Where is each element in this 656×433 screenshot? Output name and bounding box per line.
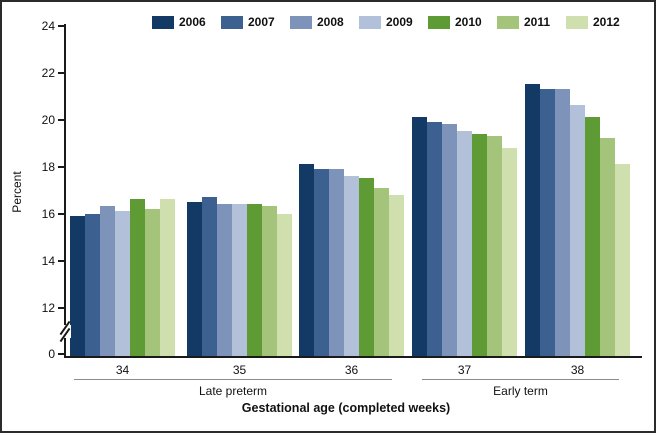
legend-swatch-icon bbox=[497, 16, 519, 29]
y-tick-label-0: 0 bbox=[48, 347, 55, 361]
bar-2006-week37 bbox=[412, 117, 427, 357]
legend-swatch-icon bbox=[428, 16, 450, 29]
y-tick-label-24: 24 bbox=[41, 18, 55, 33]
y-tick-label-16: 16 bbox=[41, 206, 55, 221]
legend-label: 2010 bbox=[455, 15, 482, 29]
legend-swatch-icon bbox=[566, 16, 588, 29]
bar-2011-week36 bbox=[374, 187, 389, 357]
y-tick-label-18: 18 bbox=[41, 159, 55, 174]
bar-2008-week36 bbox=[329, 168, 344, 357]
legend-item-2009: 2009 bbox=[359, 16, 419, 29]
y-tick-20 bbox=[58, 118, 65, 121]
bar-2012-week37 bbox=[502, 147, 517, 357]
legend-item-2012: 2012 bbox=[566, 16, 626, 29]
x-tick-label-35: 35 bbox=[232, 363, 247, 377]
x-axis-title: Gestational age (completed weeks) bbox=[241, 401, 451, 415]
bar-2012-week38 bbox=[615, 164, 630, 357]
legend-swatch-icon bbox=[152, 16, 174, 29]
bar-2006-week34 bbox=[70, 215, 85, 357]
y-tick-label-14: 14 bbox=[41, 253, 55, 268]
y-tick-18 bbox=[58, 165, 65, 168]
legend-label: 2011 bbox=[524, 15, 551, 29]
bar-2007-week36 bbox=[314, 168, 329, 357]
legend-label: 2007 bbox=[248, 15, 275, 29]
bar-2008-week34 bbox=[100, 206, 115, 357]
bar-2010-week38 bbox=[585, 117, 600, 357]
bar-2009-week34 bbox=[115, 211, 130, 357]
bar-2011-week38 bbox=[600, 138, 615, 357]
x-tick-label-36: 36 bbox=[344, 363, 359, 377]
x-tick-label-37: 37 bbox=[457, 363, 472, 377]
bar-2008-week37 bbox=[442, 124, 457, 357]
legend-label: 2009 bbox=[386, 15, 413, 29]
late-preterm-bracket bbox=[74, 379, 392, 380]
y-tick-label-20: 20 bbox=[41, 112, 55, 127]
y-tick-label-12: 12 bbox=[41, 300, 55, 315]
bar-2012-week34 bbox=[160, 199, 175, 357]
legend-item-2011: 2011 bbox=[497, 16, 557, 29]
bar-2010-week36 bbox=[359, 178, 374, 357]
legend-label: 2008 bbox=[317, 15, 344, 29]
bar-2006-week38 bbox=[525, 84, 540, 357]
chart-legend: 2006 2007 2008 2009 2010 2011 2012 bbox=[152, 16, 635, 29]
bar-2011-week35 bbox=[262, 206, 277, 357]
legend-swatch-icon bbox=[359, 16, 381, 29]
y-tick-label-22: 22 bbox=[41, 65, 55, 80]
bar-2006-week35 bbox=[187, 201, 202, 357]
early-term-label: Early term bbox=[493, 384, 548, 398]
bar-2011-week34 bbox=[145, 208, 160, 357]
bar-2009-week38 bbox=[570, 105, 585, 357]
y-tick-16 bbox=[58, 212, 65, 215]
legend-item-2008: 2008 bbox=[290, 16, 350, 29]
legend-item-2006: 2006 bbox=[152, 16, 212, 29]
y-tick-24 bbox=[58, 24, 65, 27]
bar-2007-week38 bbox=[540, 88, 555, 357]
legend-item-2010: 2010 bbox=[428, 16, 488, 29]
early-term-bracket bbox=[422, 379, 619, 380]
y-axis-line bbox=[64, 24, 66, 357]
y-tick-14 bbox=[58, 259, 65, 262]
bar-2010-week37 bbox=[472, 133, 487, 357]
bar-2008-week38 bbox=[555, 88, 570, 357]
bar-2009-week37 bbox=[457, 131, 472, 357]
x-tick-label-34: 34 bbox=[115, 363, 130, 377]
bar-2012-week35 bbox=[277, 213, 292, 357]
y-tick-22 bbox=[58, 71, 65, 74]
x-tick-label-38: 38 bbox=[570, 363, 585, 377]
y-tick-0 bbox=[58, 353, 65, 355]
bar-2007-week34 bbox=[85, 213, 100, 357]
legend-label: 2006 bbox=[179, 15, 206, 29]
bar-2010-week34 bbox=[130, 199, 145, 357]
bar-2007-week35 bbox=[202, 197, 217, 357]
legend-swatch-icon bbox=[290, 16, 312, 29]
bar-2012-week36 bbox=[389, 194, 404, 357]
bar-2009-week35 bbox=[232, 204, 247, 357]
bar-2007-week37 bbox=[427, 121, 442, 357]
late-preterm-label: Late preterm bbox=[198, 384, 268, 398]
bar-2006-week36 bbox=[299, 164, 314, 357]
bar-2010-week35 bbox=[247, 204, 262, 357]
bar-2008-week35 bbox=[217, 204, 232, 357]
legend-item-2007: 2007 bbox=[221, 16, 281, 29]
legend-swatch-icon bbox=[221, 16, 243, 29]
bar-2011-week37 bbox=[487, 135, 502, 357]
bar-2009-week36 bbox=[344, 175, 359, 357]
legend-label: 2012 bbox=[593, 15, 620, 29]
x-axis-line bbox=[64, 356, 642, 358]
y-tick-12 bbox=[58, 306, 65, 309]
